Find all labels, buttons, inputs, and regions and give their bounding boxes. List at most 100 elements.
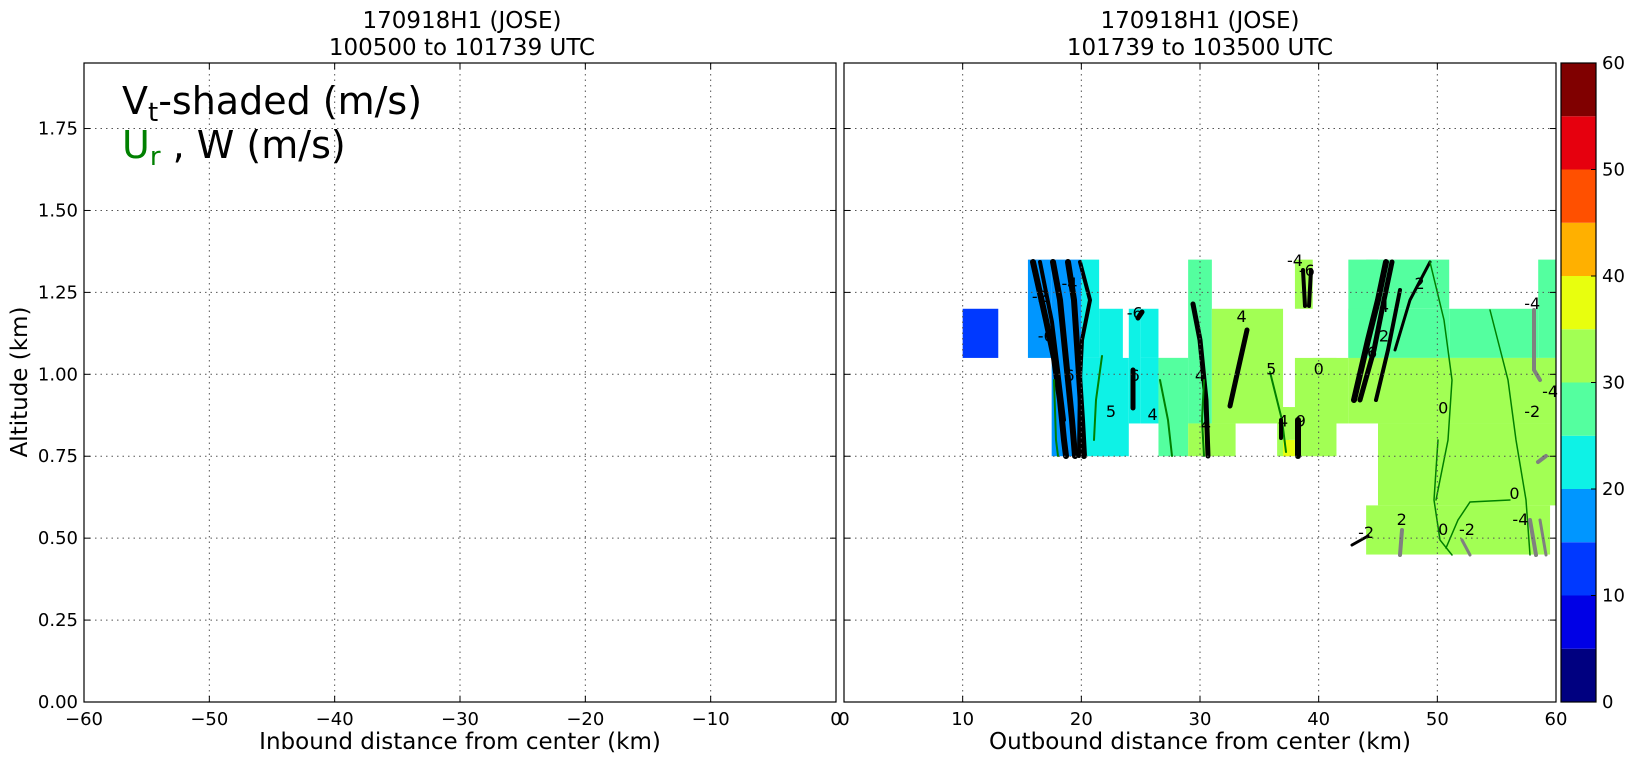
vt-cell	[1449, 308, 1539, 358]
colorbar-segment	[1561, 595, 1596, 649]
contour-label: 5	[1266, 359, 1276, 378]
x-tick-label: −50	[190, 709, 228, 730]
contour-label: 0	[1438, 520, 1448, 539]
contour-w-line	[1374, 288, 1402, 402]
contour-w-line	[1030, 259, 1069, 459]
left-gridlines	[84, 63, 836, 702]
colorbar-segment	[1561, 542, 1596, 596]
colorbar-segments	[1561, 63, 1596, 702]
colorbar-segment	[1561, 435, 1596, 489]
colorbar-tick-label: 60	[1602, 53, 1625, 74]
x-tick-label: 20	[1070, 709, 1093, 730]
right-title-line2: 101739 to 103500 UTC	[1067, 35, 1333, 61]
contour-label: -4	[1287, 251, 1303, 270]
contour-w-line	[1038, 260, 1066, 422]
right-y-ticks	[844, 128, 1556, 703]
colorbar-segment	[1561, 276, 1596, 330]
right-gridlines	[844, 63, 1556, 702]
contour-label: -4	[1061, 274, 1077, 293]
right-panel: 170918H1 (JOSE) 101739 to 103500 UTC	[838, 8, 1567, 755]
contour-label: -4	[1524, 294, 1540, 313]
right-x-axis-label: Outbound distance from center (km)	[989, 729, 1411, 755]
contour-label: 2	[1379, 327, 1389, 346]
y-tick-label: 1.25	[38, 282, 78, 303]
vt-cell	[1140, 357, 1159, 424]
y-tick-label: 0.75	[38, 446, 78, 467]
contour-w-line	[1301, 268, 1307, 308]
contour-label: 4	[1201, 415, 1211, 434]
colorbar-segment	[1561, 116, 1596, 170]
left-x-ticks: −60 −50 −40 −30 −20 −10 0	[65, 63, 842, 730]
y-tick-label: 0.25	[38, 610, 78, 631]
contour-ur-line	[1445, 499, 1511, 549]
contour-ur-line	[1093, 355, 1103, 441]
contour-label: 0	[1509, 484, 1519, 503]
x-tick-label: −20	[566, 709, 604, 730]
contour-w-line	[1350, 534, 1370, 547]
y-tick-label: 1.75	[38, 119, 78, 140]
contour-w-line	[1393, 260, 1432, 352]
radial-velocity-contours	[1030, 259, 1548, 557]
colorbar-segment	[1561, 382, 1596, 436]
x-tick-label: −30	[441, 709, 479, 730]
vt-cell	[1140, 308, 1159, 358]
contour-w-line	[1460, 538, 1472, 557]
y-tick-label: 1.00	[38, 364, 78, 385]
contour-w-line	[1357, 259, 1395, 403]
contour-label: 4	[1278, 412, 1288, 431]
contour-ur-line	[1200, 379, 1205, 457]
vt-cell	[1538, 259, 1556, 358]
contour-w-line	[1050, 259, 1078, 459]
vt-cell	[1128, 308, 1141, 424]
colorbar: 0 10 20 30 40 50 60	[1560, 53, 1625, 713]
contour-label: -2	[1524, 402, 1540, 421]
contour-label: 0	[1438, 399, 1448, 418]
left-title-line2: 100500 to 101739 UTC	[329, 35, 595, 61]
y-tick-label: 1.50	[38, 200, 78, 221]
x-tick-label: 0	[830, 709, 841, 730]
colorbar-tick-label: 10	[1602, 586, 1625, 607]
contour-ur-line	[1053, 379, 1059, 457]
contour-w-line	[1227, 327, 1250, 409]
contour-w-line	[1398, 528, 1404, 557]
y-tick-label: 0.00	[38, 692, 78, 713]
vt-cell	[1099, 308, 1123, 457]
contour-label: 6	[1064, 366, 1074, 385]
contour-label: 5	[1106, 402, 1116, 421]
y-axis-label: Altitude (km)	[7, 307, 33, 458]
left-y-ticks: 0.00 0.25 0.50 0.75 1.00 1.25 1.50 1.75	[38, 119, 836, 713]
x-tick-label: −40	[316, 709, 354, 730]
colorbar-segment	[1561, 222, 1596, 276]
contour-label: 4	[1379, 297, 1389, 316]
contour-label: 2	[1397, 510, 1407, 529]
x-tick-label: 40	[1307, 709, 1330, 730]
colorbar-tick-label: 50	[1602, 160, 1625, 181]
contour-label: 6	[1367, 343, 1377, 362]
contour-label: -2	[1032, 287, 1048, 306]
contour-label: -4	[1542, 382, 1558, 401]
x-tick-label: −60	[65, 709, 103, 730]
contour-label: -6	[1038, 327, 1054, 346]
contour-w-line	[1538, 518, 1548, 557]
vt-cell	[1366, 505, 1378, 555]
colorbar-tick-label: 20	[1602, 479, 1625, 500]
contour-label: 6	[1130, 366, 1140, 385]
colorbar-segment	[1561, 329, 1596, 383]
contour-w-line	[1307, 268, 1313, 308]
colorbar-ticks: 0 10 20 30 40 50 60	[1591, 53, 1625, 713]
contour-label: -2	[1459, 520, 1475, 539]
contour-label: 2	[1414, 274, 1424, 293]
contour-label: -4	[1512, 510, 1528, 529]
colorbar-segment	[1561, 648, 1596, 702]
ur-annotation: Ur , W (m/s)	[122, 123, 346, 172]
x-tick-label: 30	[1189, 709, 1212, 730]
left-title-line1: 170918H1 (JOSE)	[362, 8, 561, 34]
right-x-ticks: 0 10 20 30 40 50 60	[838, 63, 1567, 730]
contour-ur-line	[1489, 309, 1531, 556]
colorbar-segment	[1561, 63, 1596, 117]
contour-label: 4	[1195, 366, 1205, 385]
vt-cell	[1188, 423, 1236, 457]
legend-annotation: Vt-shaded (m/s) Ur , W (m/s)	[122, 79, 422, 172]
